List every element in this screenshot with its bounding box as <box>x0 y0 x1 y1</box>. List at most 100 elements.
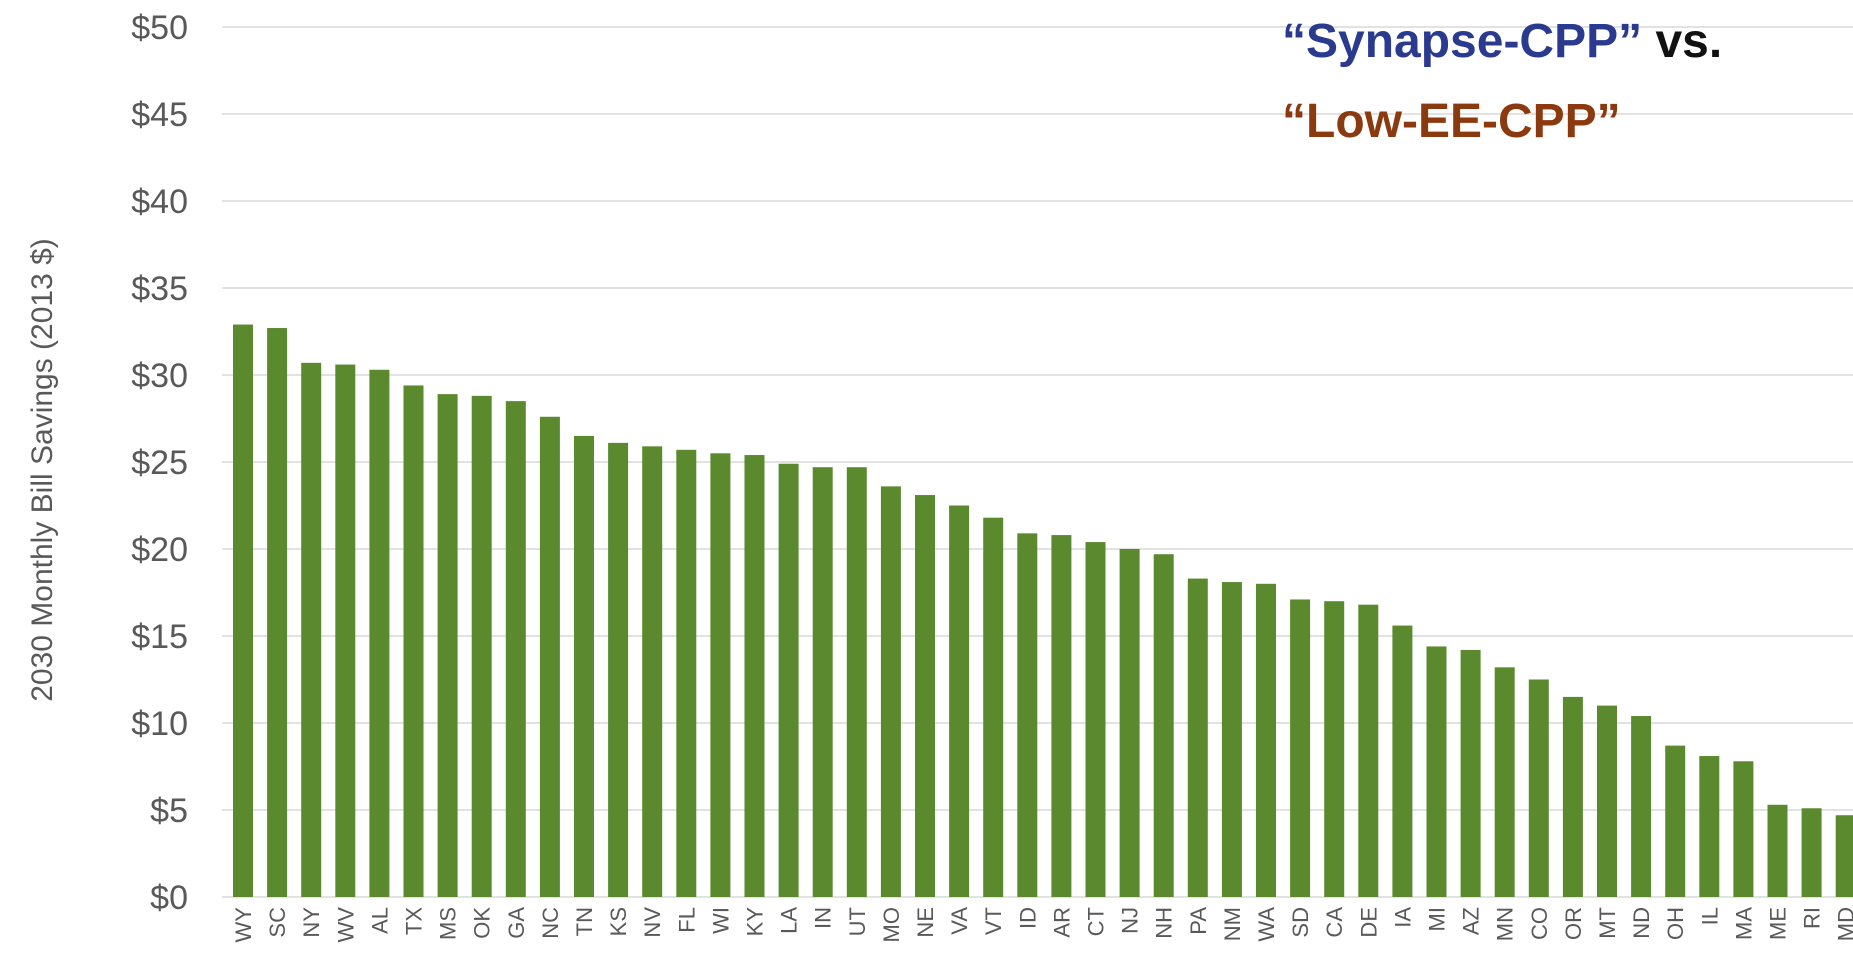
x-label-wa: WA <box>1254 907 1279 942</box>
x-label-nv: NV <box>640 907 665 938</box>
bar-az <box>1460 649 1481 897</box>
bar-or <box>1562 696 1583 897</box>
bar-nc <box>539 416 560 897</box>
bar-wi <box>710 453 731 897</box>
bar-nj <box>1119 549 1140 897</box>
headline-low-ee-cpp: “Low-EE-CPP” <box>1282 95 1621 148</box>
x-axis-category-labels: WY SC NY WV AL TX MS OK GA NC TN KS NV FL WI KY LA IN UT MO… <box>231 907 1853 943</box>
x-label-mi: MI <box>1425 907 1450 931</box>
x-label-or: OR <box>1561 907 1586 940</box>
y-axis-title: 2030 Monthly Bill Savings (2013 $) <box>26 238 59 702</box>
bar-nd <box>1631 716 1652 897</box>
x-label-ky: KY <box>743 907 768 937</box>
x-label-wi: WI <box>708 907 733 934</box>
bar-me <box>1767 804 1788 897</box>
y-tick-label: $5 <box>150 792 188 830</box>
x-label-wv: WV <box>333 907 358 943</box>
chart-headline-line2: “Low-EE-CPP” <box>1282 95 1621 148</box>
x-label-la: LA <box>777 907 802 934</box>
x-label-ny: NY <box>299 907 324 938</box>
bar-de <box>1358 604 1379 897</box>
bar-ma <box>1733 761 1754 897</box>
bar-ok <box>471 395 492 897</box>
x-label-wy: WY <box>231 907 256 943</box>
x-label-ri: RI <box>1800 907 1825 929</box>
bar-wv <box>335 364 356 897</box>
y-tick-label: $25 <box>131 444 188 482</box>
bar-oh <box>1665 745 1686 897</box>
bar-wa <box>1256 583 1276 897</box>
y-tick-label: $0 <box>150 879 188 917</box>
x-label-ar: AR <box>1049 907 1074 938</box>
bar-nm <box>1221 582 1242 897</box>
bar-id <box>1017 533 1038 897</box>
bar-ms <box>437 394 458 897</box>
bar-in <box>812 467 833 897</box>
x-label-ms: MS <box>436 907 461 940</box>
bar-ga <box>505 401 526 897</box>
x-label-fl: FL <box>674 907 699 933</box>
x-label-pa: PA <box>1186 907 1211 935</box>
bar-ca <box>1324 601 1345 897</box>
bar-co <box>1528 679 1549 897</box>
x-label-in: IN <box>811 907 836 929</box>
bar-ny <box>301 362 322 897</box>
x-label-ks: KS <box>606 907 631 936</box>
bar-md <box>1835 815 1853 897</box>
x-label-de: DE <box>1356 907 1381 938</box>
x-label-md: MD <box>1834 907 1853 941</box>
y-tick-label: $20 <box>131 531 188 569</box>
x-label-tx: TX <box>402 907 427 935</box>
bar-ky <box>744 455 765 897</box>
x-label-il: IL <box>1697 907 1722 925</box>
x-label-nj: NJ <box>1118 907 1143 934</box>
x-label-nh: NH <box>1152 907 1177 939</box>
bar-ar <box>1051 535 1072 897</box>
bar-sc <box>267 328 288 897</box>
x-label-ia: IA <box>1390 907 1415 928</box>
bar-ct <box>1085 542 1106 897</box>
bar-fl <box>676 449 697 897</box>
headline-vs: vs. <box>1642 15 1722 68</box>
x-label-ok: OK <box>470 907 495 939</box>
x-label-ne: NE <box>913 907 938 938</box>
x-label-va: VA <box>947 907 972 935</box>
x-label-tn: TN <box>572 907 597 936</box>
bar-al <box>369 369 390 897</box>
x-label-nm: NM <box>1220 907 1245 941</box>
bar-sd <box>1290 599 1311 897</box>
bar-ia <box>1392 625 1413 897</box>
x-label-ma: MA <box>1731 907 1756 940</box>
bar-mt <box>1597 705 1617 897</box>
x-label-ca: CA <box>1322 907 1347 938</box>
y-tick-label: $10 <box>131 705 188 743</box>
bar-ri <box>1801 808 1822 897</box>
x-label-me: ME <box>1766 907 1791 940</box>
x-label-vt: VT <box>981 907 1006 935</box>
y-tick-label: $40 <box>131 183 188 221</box>
headline-synapse-cpp: “Synapse-CPP” <box>1282 15 1642 68</box>
bar-mi <box>1426 646 1447 897</box>
bar-nh <box>1153 554 1174 897</box>
chart-headline-line1: “Synapse-CPP” vs. <box>1282 15 1722 68</box>
x-label-nd: ND <box>1629 907 1654 939</box>
x-label-sc: SC <box>265 907 290 938</box>
bar-ne <box>915 495 935 897</box>
x-label-az: AZ <box>1459 907 1484 935</box>
bar-la <box>778 463 799 897</box>
bar-mn <box>1494 667 1515 897</box>
bar-tn <box>574 435 594 897</box>
gridlines <box>222 26 1853 898</box>
x-label-mo: MO <box>879 907 904 942</box>
y-tick-label: $50 <box>131 9 188 47</box>
x-label-mn: MN <box>1493 907 1518 941</box>
y-tick-label: $45 <box>131 96 188 134</box>
bar-wy <box>233 324 253 897</box>
bar-vt <box>983 517 1004 897</box>
x-label-sd: SD <box>1288 907 1313 938</box>
x-label-ut: UT <box>845 907 870 936</box>
bars <box>233 324 1853 897</box>
y-tick-label: $35 <box>131 270 188 308</box>
x-label-ct: CT <box>1084 907 1109 936</box>
bar-il <box>1699 756 1720 897</box>
